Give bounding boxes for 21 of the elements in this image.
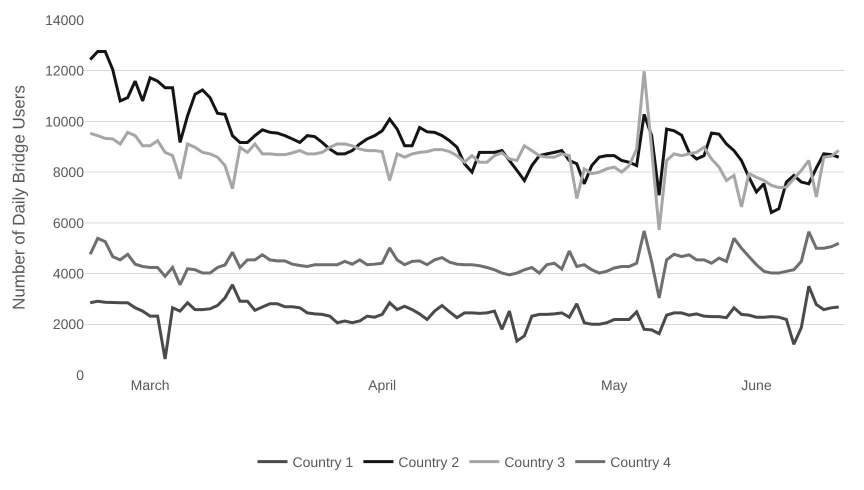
legend-label: Country 2	[398, 454, 460, 470]
legend-label: Country 3	[504, 454, 566, 470]
x-tick-label: April	[368, 377, 396, 393]
legend-label: Country 1	[292, 454, 354, 470]
y-tick-label: 0	[76, 366, 84, 383]
y-tick-label: 8000	[52, 164, 84, 180]
legend-label: Country 4	[610, 454, 672, 470]
y-tick-label: 2000	[52, 316, 84, 332]
line-series	[88, 50, 840, 214]
line-series	[88, 283, 840, 361]
y-tick-label: 12000	[45, 62, 84, 79]
y-axis-title: Number of Daily Bridge Users	[10, 85, 29, 310]
y-tick-label: 10000	[45, 113, 84, 130]
y-tick-label: 14000	[45, 12, 84, 28]
x-tick-label: March	[130, 377, 170, 393]
y-tick-label: 6000	[52, 214, 84, 231]
y-tick-label: 4000	[52, 265, 84, 282]
line-series	[88, 70, 840, 232]
x-tick-label: June	[741, 377, 772, 393]
line-series	[88, 229, 840, 300]
x-tick-label: May	[600, 377, 628, 393]
